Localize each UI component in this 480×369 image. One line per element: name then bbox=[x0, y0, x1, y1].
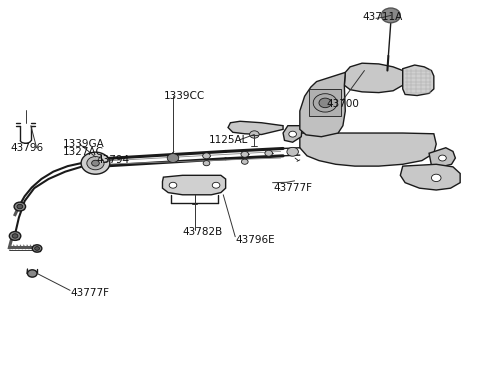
Text: 43700: 43700 bbox=[326, 99, 359, 108]
Circle shape bbox=[287, 147, 299, 156]
Text: 43794: 43794 bbox=[96, 155, 130, 165]
Circle shape bbox=[439, 155, 446, 161]
Polygon shape bbox=[429, 148, 456, 167]
Text: 1339GA: 1339GA bbox=[63, 139, 105, 149]
Text: 1125AL: 1125AL bbox=[209, 135, 248, 145]
Circle shape bbox=[319, 98, 331, 108]
Circle shape bbox=[313, 94, 337, 112]
Polygon shape bbox=[283, 126, 302, 142]
Circle shape bbox=[432, 174, 441, 182]
Polygon shape bbox=[300, 133, 436, 166]
Text: 43796: 43796 bbox=[10, 143, 43, 153]
Text: 1327AC: 1327AC bbox=[63, 147, 104, 157]
Circle shape bbox=[203, 161, 210, 166]
Circle shape bbox=[265, 150, 273, 156]
Polygon shape bbox=[344, 63, 403, 93]
Polygon shape bbox=[400, 164, 460, 190]
Text: 43711A: 43711A bbox=[362, 12, 402, 22]
Text: 43777F: 43777F bbox=[70, 288, 109, 298]
Circle shape bbox=[169, 182, 177, 188]
Text: 43777F: 43777F bbox=[274, 183, 312, 193]
Polygon shape bbox=[300, 72, 345, 137]
Polygon shape bbox=[403, 65, 434, 96]
Circle shape bbox=[289, 131, 297, 137]
Polygon shape bbox=[310, 89, 340, 117]
Text: 43796E: 43796E bbox=[235, 235, 275, 245]
Circle shape bbox=[87, 156, 104, 170]
Circle shape bbox=[17, 204, 23, 209]
Circle shape bbox=[12, 234, 18, 238]
Polygon shape bbox=[228, 121, 283, 135]
Circle shape bbox=[9, 232, 21, 240]
Circle shape bbox=[241, 151, 249, 157]
Polygon shape bbox=[162, 175, 226, 195]
Circle shape bbox=[14, 202, 25, 211]
Circle shape bbox=[81, 152, 110, 174]
Circle shape bbox=[27, 270, 37, 277]
Circle shape bbox=[32, 245, 42, 252]
Circle shape bbox=[203, 153, 210, 159]
Circle shape bbox=[241, 159, 248, 164]
Text: 43782B: 43782B bbox=[182, 227, 223, 237]
Circle shape bbox=[167, 154, 179, 162]
Circle shape bbox=[35, 246, 39, 250]
Text: 1339CC: 1339CC bbox=[163, 91, 204, 101]
Circle shape bbox=[381, 8, 400, 23]
Circle shape bbox=[92, 160, 99, 166]
Circle shape bbox=[212, 182, 220, 188]
Circle shape bbox=[250, 131, 259, 138]
